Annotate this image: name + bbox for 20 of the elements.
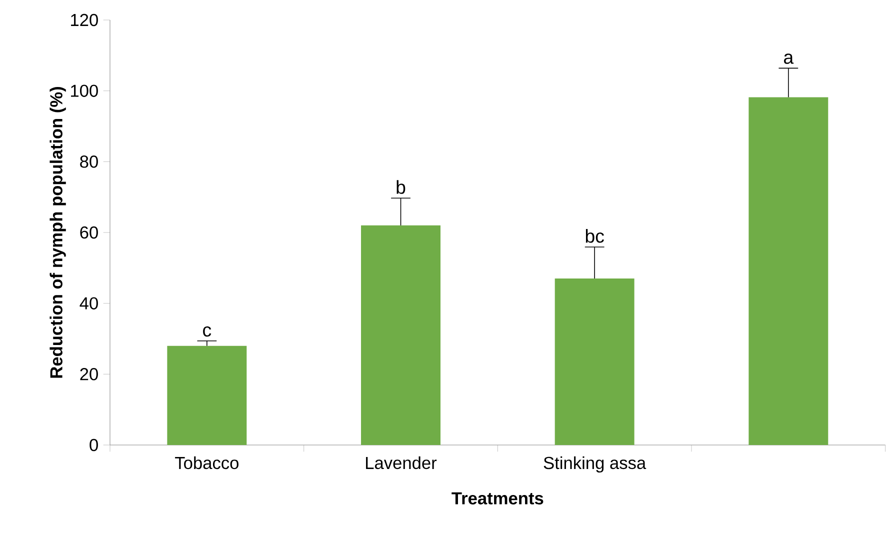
y-tick-label: 20 [80, 368, 98, 380]
y-tick-label: 40 [80, 297, 98, 310]
x-axis-title: Treatments [452, 492, 544, 504]
bar [361, 225, 440, 446]
y-tick-label: 120 [71, 14, 98, 26]
annotation: b [396, 180, 406, 194]
y-tick-label: 100 [71, 84, 98, 97]
y-tick-label: 0 [90, 438, 98, 452]
bar [167, 346, 247, 446]
y-axis-title: Reduction of nymph population (%) [50, 86, 66, 378]
y-tick-label: 80 [80, 156, 98, 168]
annotation: c [203, 326, 212, 337]
annotation: a [784, 54, 794, 64]
x-tick-label: Stinking assa [544, 456, 646, 473]
bar [748, 97, 828, 446]
y-tick-label: 60 [80, 226, 98, 239]
x-tick-label: Tobacco [175, 456, 238, 470]
annotation: bc [586, 229, 604, 243]
bar [554, 278, 634, 446]
x-tick-label: Lavender [366, 456, 437, 470]
